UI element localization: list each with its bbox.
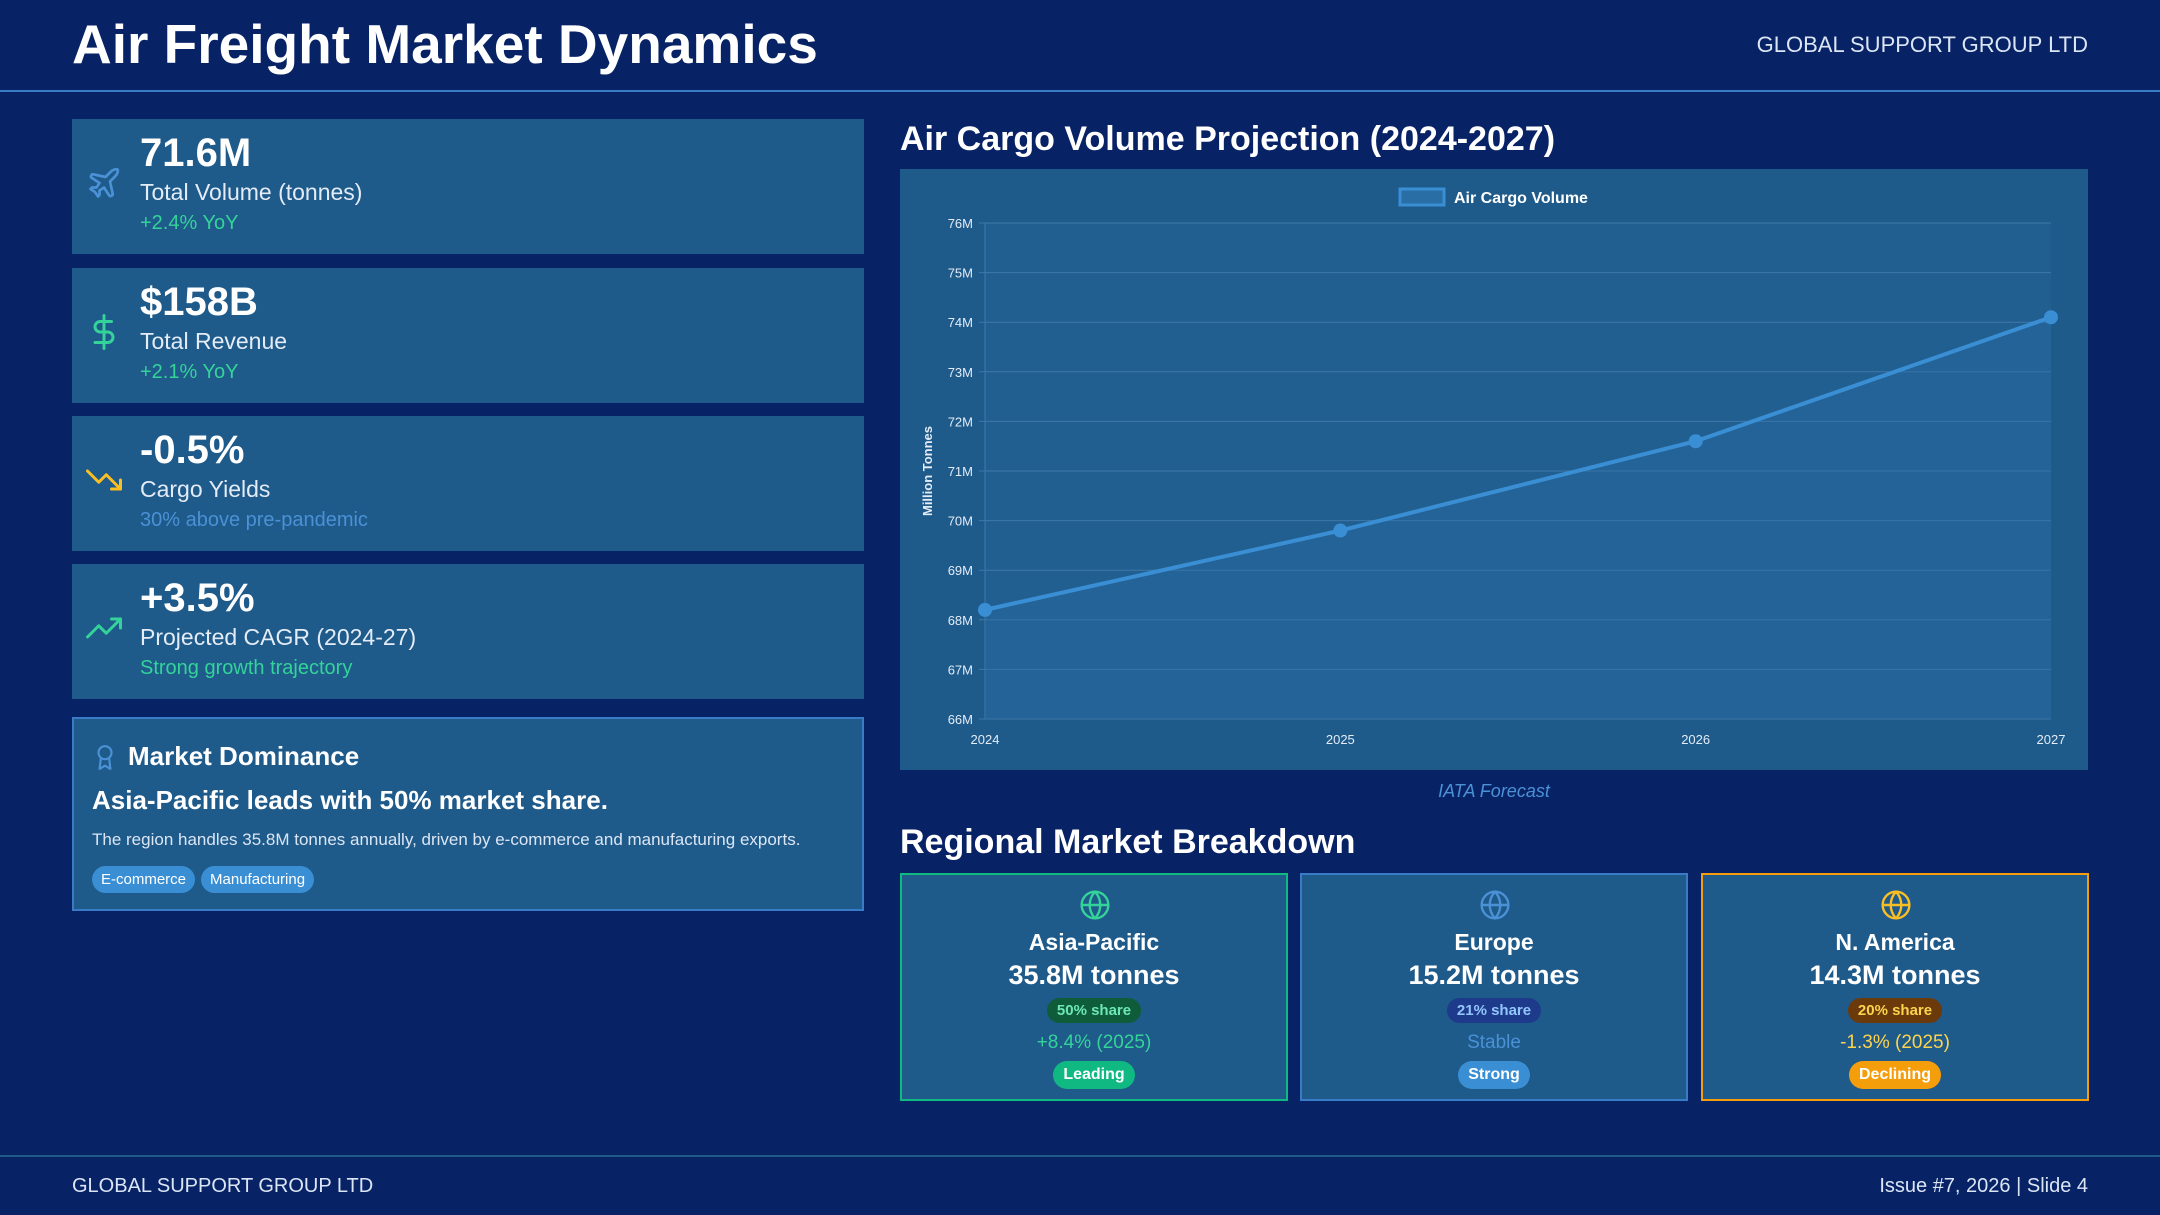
data-point bbox=[1333, 523, 1348, 538]
y-axis-label: Million Tonnes bbox=[920, 426, 935, 516]
market-dominance-card: Market Dominance Asia-Pacific leads with… bbox=[72, 717, 864, 911]
company-name: GLOBAL SUPPORT GROUP LTD bbox=[1756, 32, 2088, 57]
kpi-card-revenue: $158B Total Revenue +2.1% YoY bbox=[72, 268, 864, 403]
footer-company: GLOBAL SUPPORT GROUP LTD bbox=[72, 1175, 374, 1197]
y-tick-label: 70M bbox=[948, 514, 973, 529]
status-badge: Strong bbox=[1458, 1061, 1530, 1089]
kpi-label: Projected CAGR (2024-27) bbox=[140, 624, 417, 650]
regional-title: Regional Market Breakdown bbox=[900, 823, 1356, 861]
region-name: Europe bbox=[1454, 929, 1534, 955]
footer: GLOBAL SUPPORT GROUP LTD Issue #7, 2026 … bbox=[0, 1155, 2160, 1215]
series-line bbox=[984, 315, 2052, 612]
dominance-description: The region handles 35.8M tonnes annually… bbox=[92, 830, 801, 849]
chart-title: Air Cargo Volume Projection (2024-2027) bbox=[900, 120, 1556, 158]
kpi-sub: 30% above pre-pandemic bbox=[140, 509, 368, 531]
series-area bbox=[985, 317, 2051, 719]
kpi-sub: +2.4% YoY bbox=[140, 212, 239, 234]
globe-icon bbox=[1881, 890, 1911, 920]
x-tick-label: 2027 bbox=[2037, 732, 2066, 747]
dominance-title: Market Dominance bbox=[128, 741, 360, 771]
region-card-europe: Europe 15.2M tonnes 21% share Stable Str… bbox=[1300, 873, 1688, 1101]
dominance-headline: Asia-Pacific leads with 50% market share… bbox=[92, 785, 608, 815]
chart-caption: IATA Forecast bbox=[1438, 781, 1550, 801]
y-tick-label: 76M bbox=[948, 216, 973, 231]
trending-up-icon bbox=[86, 617, 122, 639]
kpi-card-yields: -0.5% Cargo Yields 30% above pre-pandemi… bbox=[72, 416, 864, 551]
region-volume: 14.3M tonnes bbox=[1809, 960, 1981, 990]
kpi-value: $158B bbox=[140, 280, 258, 324]
y-tick-label: 68M bbox=[948, 613, 973, 628]
kpi-card-volume: 71.6M Total Volume (tonnes) +2.4% YoY bbox=[72, 119, 864, 254]
y-tick-label: 72M bbox=[948, 414, 973, 429]
chart-container: 66M 67M 68M 69M 70M 71M 72M 73M 74M 75M 76M 2024 202… bbox=[900, 169, 2088, 770]
header: Air Freight Market Dynamics GLOBAL SUPPO… bbox=[0, 0, 2160, 92]
region-name: N. America bbox=[1835, 929, 1955, 955]
trending-down-icon bbox=[86, 469, 122, 491]
data-point bbox=[1688, 434, 1703, 449]
status-badge: Leading bbox=[1053, 1061, 1135, 1089]
kpi-label: Total Revenue bbox=[140, 328, 288, 354]
region-change: -1.3% (2025) bbox=[1840, 1032, 1950, 1053]
y-tick-label: 67M bbox=[948, 662, 973, 677]
line-chart: 66M 67M 68M 69M 70M 71M 72M 73M 74M 75M 76M 2024 202… bbox=[920, 187, 2066, 747]
x-tick-label: 2025 bbox=[1326, 732, 1355, 747]
kpi-label: Total Volume (tonnes) bbox=[140, 179, 363, 205]
y-tick-label: 74M bbox=[948, 315, 973, 330]
data-point bbox=[2044, 310, 2058, 325]
tag: Manufacturing bbox=[201, 866, 315, 893]
kpi-sub: Strong growth trajectory bbox=[140, 657, 353, 679]
plane-icon bbox=[89, 167, 120, 198]
tag-list: E-commerce Manufacturing bbox=[92, 866, 315, 893]
kpi-value: +3.5% bbox=[140, 576, 255, 620]
y-tick-label: 73M bbox=[948, 365, 973, 380]
tag: E-commerce bbox=[92, 866, 196, 893]
y-tick-label: 71M bbox=[948, 464, 973, 479]
kpi-value: 71.6M bbox=[140, 131, 252, 175]
award-icon bbox=[97, 745, 113, 770]
share-badge: 50% share bbox=[1046, 998, 1142, 1023]
footer-issue: Issue #7, 2026 | Slide 4 bbox=[1879, 1175, 2088, 1197]
globe-icon bbox=[1080, 890, 1110, 920]
x-tick-label: 2026 bbox=[1681, 732, 1710, 747]
x-tick-label: 2024 bbox=[971, 732, 1000, 747]
page-title: Air Freight Market Dynamics bbox=[72, 13, 818, 75]
region-card-north-america: N. America 14.3M tonnes 20% share -1.3% … bbox=[1701, 873, 2089, 1101]
dollar-icon bbox=[93, 314, 115, 350]
data-point bbox=[978, 602, 992, 617]
region-card-asia-pacific: Asia-Pacific 35.8M tonnes 50% share +8.4… bbox=[900, 873, 1288, 1101]
region-change: Stable bbox=[1467, 1032, 1521, 1053]
kpi-label: Cargo Yields bbox=[140, 476, 271, 502]
y-tick-label: 75M bbox=[948, 266, 973, 281]
region-change: +8.4% (2025) bbox=[1036, 1032, 1152, 1053]
share-badge: 21% share bbox=[1446, 998, 1542, 1023]
y-tick-label: 66M bbox=[948, 712, 973, 727]
region-volume: 35.8M tonnes bbox=[1008, 960, 1180, 990]
legend-label: Air Cargo Volume bbox=[1454, 190, 1588, 207]
kpi-card-cagr: +3.5% Projected CAGR (2024-27) Strong gr… bbox=[72, 564, 864, 699]
region-name: Asia-Pacific bbox=[1028, 929, 1160, 955]
globe-icon bbox=[1480, 890, 1510, 920]
share-badge: 20% share bbox=[1847, 998, 1943, 1023]
legend-swatch bbox=[1398, 187, 1446, 207]
kpi-sub: +2.1% YoY bbox=[140, 361, 239, 383]
y-tick-label: 69M bbox=[948, 563, 973, 578]
kpi-value: -0.5% bbox=[140, 428, 245, 472]
status-badge: Declining bbox=[1848, 1061, 1941, 1089]
region-volume: 15.2M tonnes bbox=[1408, 960, 1580, 990]
